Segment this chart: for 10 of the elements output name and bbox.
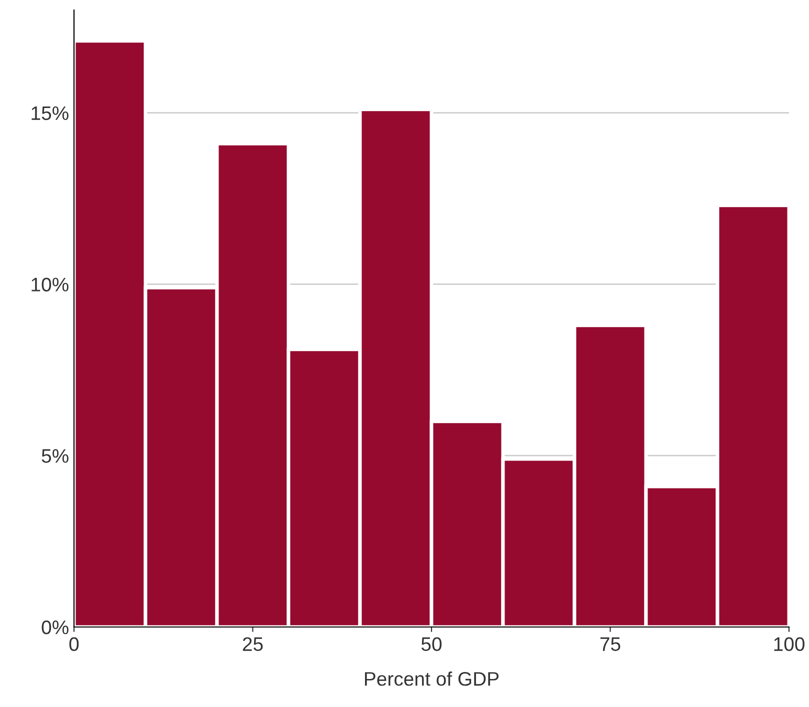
y-tick-label: 15% (32, 106, 68, 120)
x-tick-label: 100 (774, 637, 804, 652)
x-tick-label: 50 (421, 637, 442, 652)
y-tick-label: 0% (42, 620, 68, 634)
x-tick-label: 25 (242, 637, 263, 652)
x-tick-label: 75 (600, 637, 620, 652)
y-tick-label: 5% (42, 449, 68, 463)
x-axis-title: Percent of GDP (365, 672, 499, 686)
x-tick-label: 0 (69, 637, 79, 652)
y-tick-label: 10% (32, 278, 68, 292)
